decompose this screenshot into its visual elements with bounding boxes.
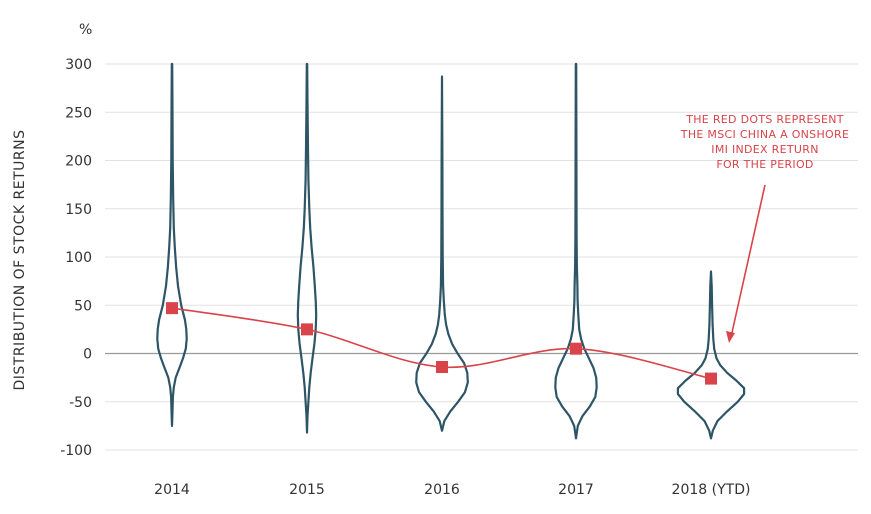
annotation-arrow bbox=[730, 184, 766, 338]
y-tick-label: 200 bbox=[65, 154, 92, 170]
x-tick-labels: 2014 2015 2016 2017 2018 (YTD) bbox=[154, 482, 750, 498]
annotation-line-4: FOR THE PERIOD bbox=[716, 158, 813, 171]
violin-2017 bbox=[554, 62, 598, 440]
annotation-group: THE RED DOTS REPRESENT THE MSCI CHINA A … bbox=[680, 113, 849, 343]
y-tick-label: 300 bbox=[65, 57, 92, 73]
violin-2016 bbox=[415, 75, 469, 432]
y-tick-label: -100 bbox=[60, 443, 92, 459]
y-tick-label: -50 bbox=[69, 395, 92, 411]
violin-2018ytd bbox=[676, 270, 746, 440]
x-tick-label: 2014 bbox=[154, 482, 190, 498]
y-axis-title: DISTRIBUTION OF STOCK RETURNS bbox=[12, 129, 28, 390]
index-return-marker bbox=[166, 302, 178, 315]
y-tick-labels: 300 250 200 150 100 50 0 -50 -100 bbox=[60, 57, 92, 459]
y-tick-label: 50 bbox=[74, 298, 92, 314]
x-tick-label: 2018 (YTD) bbox=[672, 482, 751, 498]
y-tick-label: 100 bbox=[65, 250, 92, 266]
x-tick-label: 2016 bbox=[424, 482, 460, 498]
y-unit-label: % bbox=[79, 22, 92, 38]
x-tick-label: 2017 bbox=[558, 482, 594, 498]
y-tick-label: 150 bbox=[65, 202, 92, 218]
annotation-line-3: IMI INDEX RETURN bbox=[711, 143, 818, 156]
violin-2015 bbox=[296, 62, 318, 434]
annotation-line-1: THE RED DOTS REPRESENT bbox=[685, 113, 844, 126]
gridlines bbox=[105, 63, 858, 451]
index-return-series bbox=[166, 302, 717, 385]
index-return-marker bbox=[705, 372, 717, 385]
index-return-marker bbox=[301, 323, 313, 336]
y-tick-label: 250 bbox=[65, 105, 92, 121]
index-return-marker bbox=[570, 342, 582, 355]
x-tick-label: 2015 bbox=[289, 482, 325, 498]
violin-2014 bbox=[156, 62, 188, 427]
y-tick-label: 0 bbox=[83, 347, 92, 363]
annotation-arrowhead bbox=[726, 331, 735, 343]
index-return-marker bbox=[436, 361, 448, 374]
violin-shapes bbox=[156, 62, 746, 440]
annotation-line-2: THE MSCI CHINA A ONSHORE bbox=[680, 128, 849, 141]
